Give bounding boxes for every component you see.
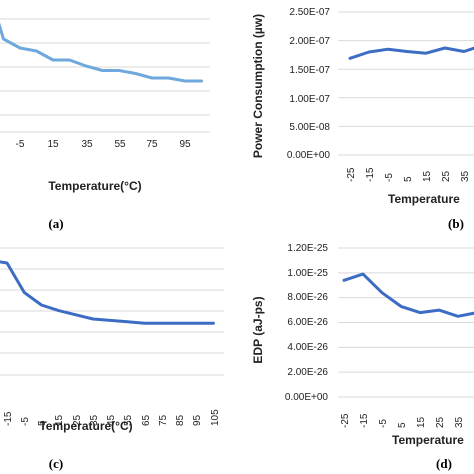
panel-d-x-axis-title: Temperature [392,433,464,447]
panel-d-xtick: 15 [416,416,427,428]
panel-d-ytick: 1.00E-25 [287,268,328,279]
panel-a-series-line [0,22,203,83]
panel-d: 0.00E+00 2.00E-26 4.00E-26 6.00E-26 8.00… [251,243,474,471]
panel-c-xtick: 85 [175,414,186,426]
panel-c-xtick: 15 [54,414,65,426]
panel-b-gridlines [338,11,474,156]
panel-d-caption: (d) [436,456,452,471]
panel-b-caption: (b) [448,216,464,231]
panel-c-xtick: 45 [106,414,117,426]
panel-d-xtick: 5 [397,422,408,428]
panel-a-xtick: 95 [179,139,191,150]
panel-d-series-line [342,272,474,318]
panel-b-ytick: 2.50E-07 [289,7,330,18]
panel-c-xtick: 5 [37,420,48,426]
panel-d-ytick: 8.00E-26 [287,292,328,303]
panel-b-xtick: 5 [403,176,414,182]
panel-a-x-ticks: -5 15 35 55 75 95 [16,139,191,150]
panel-b-xtick: -5 [384,173,395,182]
panel-d-xtick: -15 [359,413,370,428]
panel-a-xtick: 75 [146,139,158,150]
panel-a-xtick: 35 [81,139,93,150]
panel-d-gridlines [338,247,474,398]
panel-b-y-axis-title: Power Consumption (µw) [251,14,265,158]
panel-a-x-axis-title: Temperature(°C) [48,179,141,193]
panel-b-xtick: 35 [460,170,471,182]
panel-c-x-ticks: -15 -5 5 15 25 35 45 55 65 75 85 95 105 [3,409,221,426]
panel-c-xtick: 105 [210,409,221,426]
panel-c-xtick: 65 [141,414,152,426]
panel-d-ytick: 1.20E-25 [287,243,328,254]
panel-b-ytick: 2.00E-07 [289,36,330,47]
panel-c-xtick: -15 [3,411,14,426]
panel-b-y-ticks: 0.00E+00 5.00E-08 1.00E-07 1.50E-07 2.00… [287,7,331,161]
panel-c: -15 -5 5 15 25 35 45 55 65 75 85 95 105 … [0,247,224,471]
panel-b-ytick: 1.00E-07 [289,94,330,105]
panel-d-y-axis-title: EDP (aJ-ps) [251,296,265,363]
panel-d-xtick: -5 [378,419,389,428]
panel-d-ytick: 4.00E-26 [287,342,328,353]
panel-b-x-ticks: -25 -15 -5 5 15 25 35 45 [346,167,471,182]
panel-b-ytick: 5.00E-08 [289,122,330,133]
panel-b-xtick: 25 [441,170,452,182]
panel-b-xtick: 15 [422,170,433,182]
panel-a-gridlines [0,18,210,116]
panel-c-xtick: 95 [192,414,203,426]
panel-b-xtick: -15 [365,167,376,182]
panel-b-ytick: 0.00E+00 [287,150,331,161]
panel-b-xtick: -25 [346,167,357,182]
panel-c-xtick: 35 [89,414,100,426]
panel-a-xtick: 15 [47,139,59,150]
panel-d-ytick: 6.00E-26 [287,317,328,328]
panel-a-xtick: 55 [114,139,126,150]
panel-b-x-axis-title: Temperature [388,192,460,206]
panel-b-series-line [348,46,474,60]
panel-c-xtick: -5 [20,417,31,426]
panel-c-xtick: 75 [158,414,169,426]
panel-b-ytick: 1.50E-07 [289,65,330,76]
panel-c-xtick: 55 [123,414,134,426]
panel-a-caption: (a) [48,216,63,231]
panel-c-gridlines [0,247,224,376]
panel-d-xtick: 35 [454,416,465,428]
panel-c-series-line [0,260,215,325]
panel-d-ytick: 2.00E-26 [287,367,328,378]
panel-d-xtick: 25 [435,416,446,428]
panel-d-y-ticks: 0.00E+00 2.00E-26 4.00E-26 6.00E-26 8.00… [285,243,329,403]
panel-d-ytick: 0.00E+00 [285,392,329,403]
panel-a-xtick: -5 [16,139,25,150]
panel-c-caption: (c) [49,456,63,471]
panel-b: 0.00E+00 5.00E-08 1.00E-07 1.50E-07 2.00… [251,7,474,231]
panel-d-x-ticks: -25 -15 -5 5 15 25 35 45 [340,413,474,428]
panel-a: -5 15 35 55 75 95 Temperature(°C) (a) [0,18,210,231]
panel-c-xtick: 25 [72,414,83,426]
panel-d-xtick: -25 [340,413,351,428]
panel-c-x-axis-title: Temperature(°C) [39,419,132,433]
